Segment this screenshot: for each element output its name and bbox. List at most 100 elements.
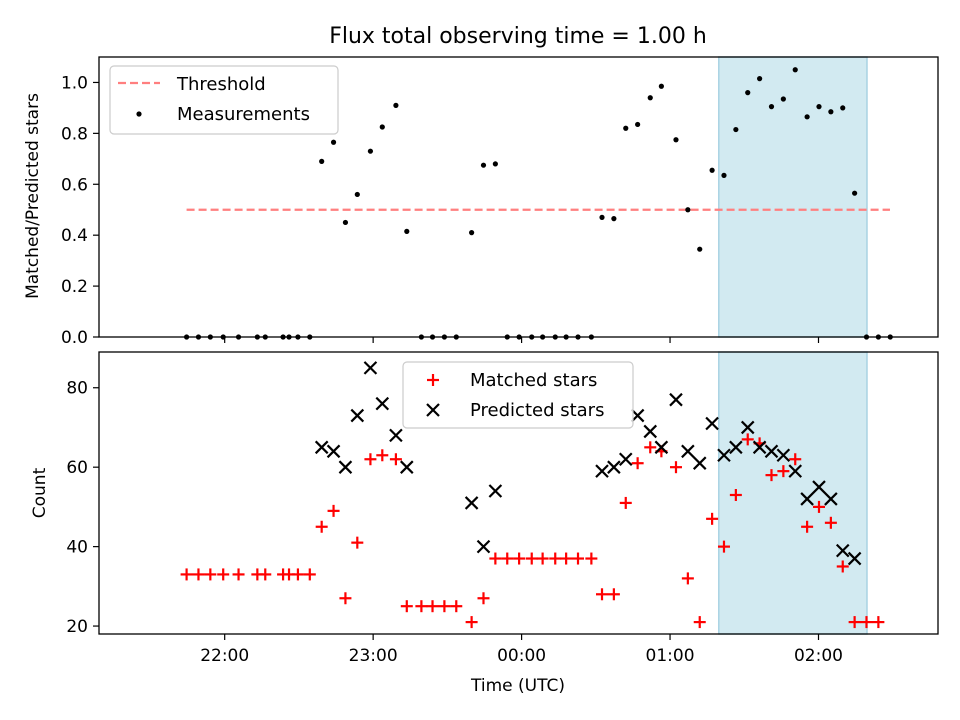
matched-stars-point	[477, 592, 490, 605]
measurement-point	[492, 161, 498, 167]
matched-stars-point	[400, 600, 413, 613]
matched-stars-point	[706, 512, 719, 525]
predicted-stars-point	[643, 424, 658, 439]
predicted-stars-point	[776, 448, 791, 463]
legend-measurements-label: Measurements	[177, 104, 310, 125]
predicted-stars-point	[812, 480, 826, 494]
matched-stars-point	[717, 540, 730, 553]
measurement-point	[745, 90, 751, 96]
matched-stars-point	[525, 552, 538, 565]
matched-stars-point	[572, 552, 585, 565]
matched-stars-point	[192, 568, 205, 581]
measurement-point	[757, 76, 763, 82]
y-tick-label: 0.4	[61, 226, 88, 246]
matched-stars-point	[812, 500, 825, 513]
matched-stars-point	[549, 552, 562, 565]
matched-stars-point	[438, 600, 451, 613]
predicted-stars-point	[618, 452, 633, 467]
predicted-stars-point	[788, 464, 803, 478]
predicted-stars-point	[847, 551, 862, 566]
y-tick-label: 0.2	[61, 277, 88, 297]
plot-frame	[98, 56, 939, 338]
y-tick-label: 80	[66, 379, 88, 399]
predicted-stars-point	[717, 448, 731, 463]
matched-stars-point	[693, 616, 706, 629]
matched-stars-point	[872, 616, 885, 629]
legend-predicted-marker	[426, 403, 440, 417]
measurement-point	[709, 167, 715, 173]
predicted-stars-point	[729, 440, 743, 455]
measurement-point	[733, 126, 739, 133]
x-tick-label: 01:00	[646, 646, 695, 666]
measurement-point	[319, 158, 325, 164]
measurement-point	[792, 67, 798, 73]
y-tick-label: 20	[66, 617, 88, 637]
predicted-stars-point	[375, 396, 390, 411]
legend-matched-marker	[427, 374, 439, 386]
matched-stars-point	[450, 600, 463, 613]
chart-title: Flux total observing time = 1.00 h	[329, 24, 707, 49]
measurement-point	[611, 216, 617, 222]
predicted-stars-point	[705, 416, 719, 431]
matched-stars-point	[217, 568, 230, 581]
predicted-stars-point	[488, 484, 503, 498]
predicted-stars-point	[464, 496, 479, 510]
predicted-stars-point	[692, 456, 707, 470]
matched-stars-point	[801, 520, 814, 533]
x-tick-label: 02:00	[794, 646, 843, 666]
predicted-stars-point	[326, 444, 341, 459]
y-tick-label: 0.0	[61, 328, 88, 348]
matched-stars-point	[765, 469, 778, 482]
matched-stars-point	[465, 616, 478, 629]
predicted-stars-point	[607, 460, 621, 474]
measurement-point	[404, 228, 410, 234]
measurement-point	[768, 104, 775, 110]
measurement-point	[658, 83, 664, 89]
observing-window-highlight	[718, 56, 868, 338]
matched-stars-point	[489, 552, 502, 565]
matched-stars-point	[513, 552, 526, 565]
legend-bottom: Matched stars Predicted stars	[402, 361, 634, 429]
matched-stars-point	[315, 520, 328, 533]
matched-stars-point	[729, 488, 742, 501]
matched-stars-point	[836, 560, 849, 573]
predicted-stars-point	[389, 428, 403, 443]
matched-stars-point	[364, 453, 377, 466]
predicted-stars-point	[595, 464, 609, 478]
predicted-stars-point	[476, 539, 491, 554]
predicted-stars-point	[314, 440, 329, 455]
legend-measurements-marker	[136, 111, 142, 117]
predicted-stars-point	[740, 420, 755, 435]
matched-stars-point	[204, 568, 217, 581]
matched-stars-point	[777, 465, 790, 478]
legend-matched-label: Matched stars	[470, 370, 597, 391]
matched-stars-point	[426, 600, 439, 613]
plot-frame	[98, 351, 939, 635]
matched-stars-point	[259, 568, 272, 581]
matched-stars-point	[631, 457, 644, 470]
measurement-point	[780, 96, 786, 102]
matched-stars-point	[619, 496, 632, 509]
observing-window-highlight	[718, 351, 868, 635]
matched-stars-point	[644, 441, 657, 454]
x-tick-label: 23:00	[349, 646, 398, 666]
matched-stars-point	[681, 572, 694, 585]
predicted-stars-point	[764, 444, 779, 459]
measurement-point	[367, 148, 374, 154]
y-tick-label: 1.0	[61, 73, 88, 93]
top-panel-flux-ratio: Flux total observing time = 1.00 h 0.0 0.…	[23, 24, 939, 348]
matched-stars-point	[303, 568, 316, 581]
matched-stars-point	[232, 568, 245, 581]
matched-stars-point	[339, 592, 352, 605]
measurement-point	[804, 114, 810, 120]
x-axis-label-time: Time (UTC)	[470, 676, 565, 696]
legend-threshold-label: Threshold	[176, 74, 266, 95]
measurement-point	[379, 124, 385, 130]
matched-stars-point	[376, 449, 389, 462]
measurement-point	[342, 219, 349, 226]
matched-stars-point	[669, 461, 682, 474]
measurement-point	[330, 139, 337, 145]
measurement-point	[393, 102, 399, 108]
